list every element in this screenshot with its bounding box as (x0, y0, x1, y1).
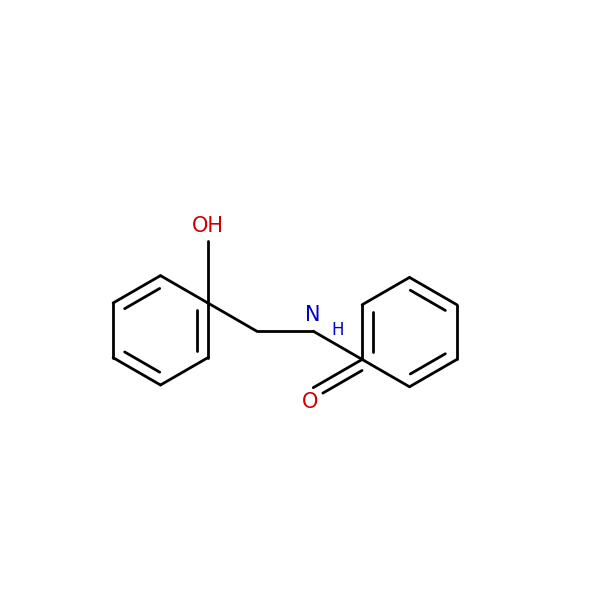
Text: OH: OH (192, 216, 224, 236)
Text: O: O (302, 392, 319, 412)
Text: N: N (305, 305, 321, 325)
Text: H: H (331, 321, 344, 339)
